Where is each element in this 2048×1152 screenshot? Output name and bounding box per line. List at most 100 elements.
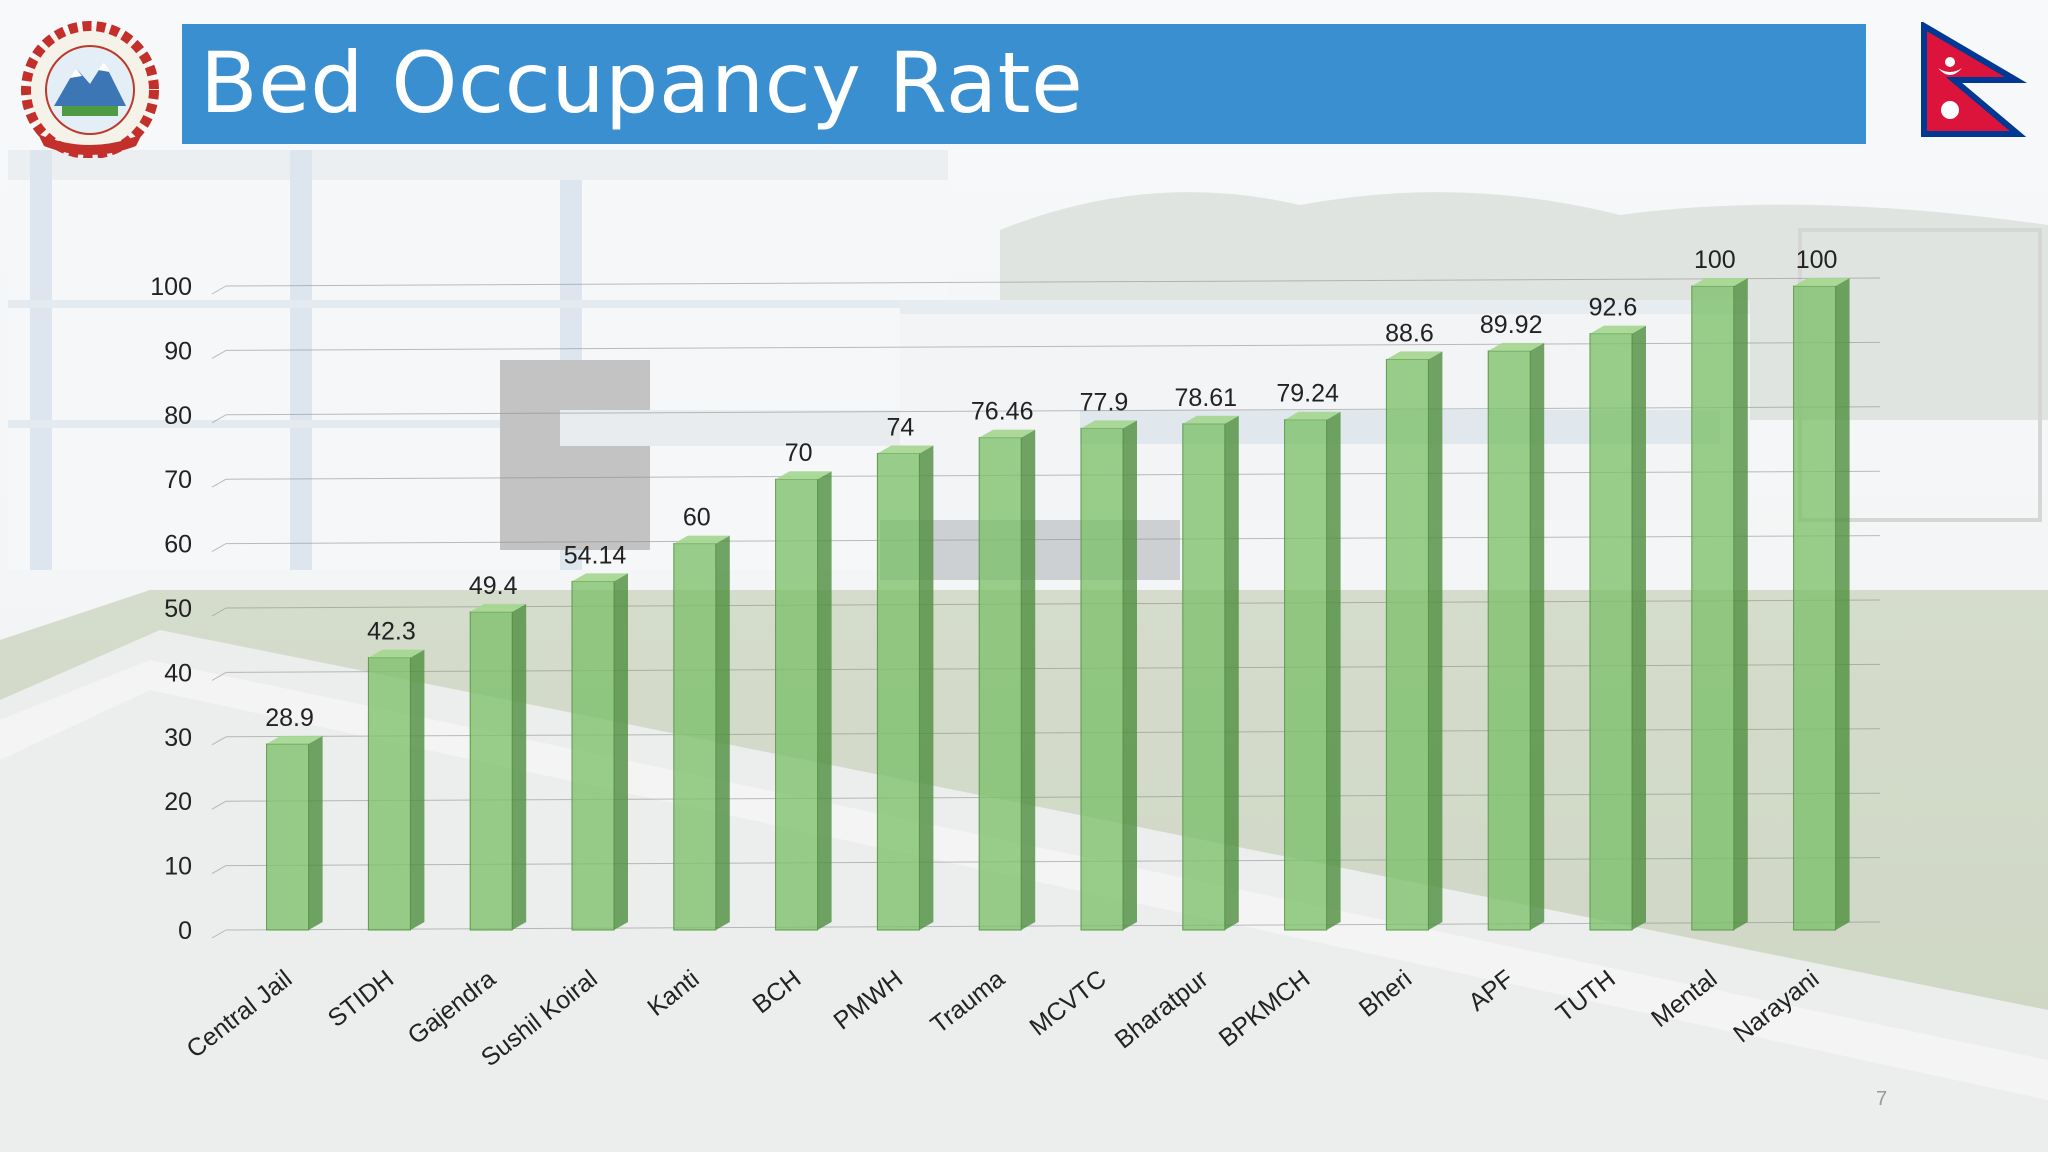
x-tick-label: Bheri xyxy=(1354,965,1417,1023)
y-tick-label: 100 xyxy=(150,273,192,301)
y-tick-label: 50 xyxy=(164,595,192,623)
bar-front xyxy=(1691,285,1735,931)
bar-side xyxy=(919,445,934,930)
bar-top xyxy=(1284,411,1341,420)
x-tick-label: Trauma xyxy=(926,965,1010,1040)
nepal-emblem-icon xyxy=(21,21,159,158)
gridline-foot xyxy=(211,800,227,810)
bar-bheri xyxy=(1385,351,1443,931)
bar-top xyxy=(673,535,730,544)
bar-front xyxy=(673,543,717,931)
gridline-foot xyxy=(211,607,227,617)
gridline-foot xyxy=(211,349,227,359)
bar-trauma xyxy=(978,429,1036,931)
data-label: 28.9 xyxy=(265,704,314,732)
bar-front xyxy=(775,478,819,931)
x-tick-label: Bharatpur xyxy=(1110,965,1214,1055)
bar-top xyxy=(1386,351,1443,360)
page-title: Bed Occupancy Rate xyxy=(200,34,1084,132)
data-label: 78.61 xyxy=(1175,384,1238,412)
bar-side xyxy=(1530,342,1545,931)
y-tick-label: 10 xyxy=(164,853,192,881)
bar-bpkmch xyxy=(1284,411,1341,931)
bar-sushil-koiral xyxy=(571,573,628,931)
gridline-foot xyxy=(211,285,227,295)
gridline-foot xyxy=(211,929,227,939)
bar-kanti xyxy=(673,535,730,931)
data-label: 89.92 xyxy=(1480,311,1543,339)
data-label: 70 xyxy=(785,439,813,467)
bar-side xyxy=(715,535,730,930)
bar-mental xyxy=(1691,278,1748,931)
data-label: 77.9 xyxy=(1080,388,1129,416)
bar-top xyxy=(266,735,323,744)
bar-top xyxy=(1182,415,1239,424)
bar-top xyxy=(775,471,832,480)
bar-front xyxy=(1487,350,1531,931)
bar-side xyxy=(1835,278,1850,930)
bar-mcvtc xyxy=(1080,420,1137,931)
data-label: 100 xyxy=(1694,246,1736,274)
bar-stidh xyxy=(367,649,425,931)
bar-top xyxy=(572,573,628,582)
bar-side xyxy=(817,471,832,930)
gridline-foot xyxy=(211,478,227,488)
data-label: 88.6 xyxy=(1385,319,1434,347)
gridline-foot xyxy=(211,414,227,424)
bar-side xyxy=(1733,278,1748,930)
gridline-foot xyxy=(211,543,227,553)
y-tick-label: 70 xyxy=(164,466,192,494)
bar-front xyxy=(876,452,920,931)
bar-front xyxy=(1385,358,1429,931)
bar-top xyxy=(979,429,1036,438)
title-bar: Bed Occupancy Rate xyxy=(182,24,1866,144)
x-tick-label: PMWH xyxy=(828,965,908,1036)
bar-top xyxy=(1488,342,1545,351)
data-label: 54.14 xyxy=(564,541,627,569)
bar-top xyxy=(368,649,425,658)
data-label: 49.4 xyxy=(469,572,518,600)
x-tick-label: BCH xyxy=(747,965,806,1020)
bar-side xyxy=(1021,429,1036,930)
x-tick-label: MCVTC xyxy=(1024,965,1111,1042)
data-label: 100 xyxy=(1796,246,1838,274)
x-tick-label: Gajendra xyxy=(403,965,501,1050)
bar-tuth xyxy=(1589,325,1646,931)
bar-top xyxy=(1691,278,1748,286)
bar-pmwh xyxy=(876,445,934,931)
y-tick-label: 0 xyxy=(178,917,192,945)
data-label: 79.24 xyxy=(1276,380,1339,408)
bar-side xyxy=(1428,351,1443,930)
bar-front xyxy=(266,743,310,931)
bar-front xyxy=(469,611,513,931)
bar-front xyxy=(571,580,615,931)
x-tick-label: Kanti xyxy=(642,965,704,1022)
x-tick-label: APF xyxy=(1463,965,1519,1017)
bar-side xyxy=(308,735,323,930)
bar-side xyxy=(614,573,628,930)
x-tick-label: TUTH xyxy=(1551,965,1621,1028)
bar-front xyxy=(1793,285,1837,931)
bar-top xyxy=(1081,420,1137,429)
x-tick-label: STIDH xyxy=(323,965,399,1033)
y-tick-label: 30 xyxy=(164,724,192,752)
bar-gajendra xyxy=(469,603,527,931)
data-label: 42.3 xyxy=(367,618,416,646)
bar-front xyxy=(1080,427,1124,931)
bar-side xyxy=(410,649,425,930)
bar-top xyxy=(877,445,934,454)
bar-side xyxy=(512,603,527,930)
y-tick-label: 90 xyxy=(164,337,192,365)
bar-narayani xyxy=(1793,278,1850,931)
gridline-foot xyxy=(211,736,227,746)
bar-central-jail xyxy=(266,735,323,931)
bar-side xyxy=(1224,415,1239,930)
y-tick-label: 40 xyxy=(164,659,192,687)
bar-front xyxy=(367,657,411,931)
gridline-foot xyxy=(211,671,227,681)
bar-top xyxy=(470,603,527,612)
bar-front xyxy=(1284,419,1328,931)
bar-front xyxy=(1589,333,1633,931)
